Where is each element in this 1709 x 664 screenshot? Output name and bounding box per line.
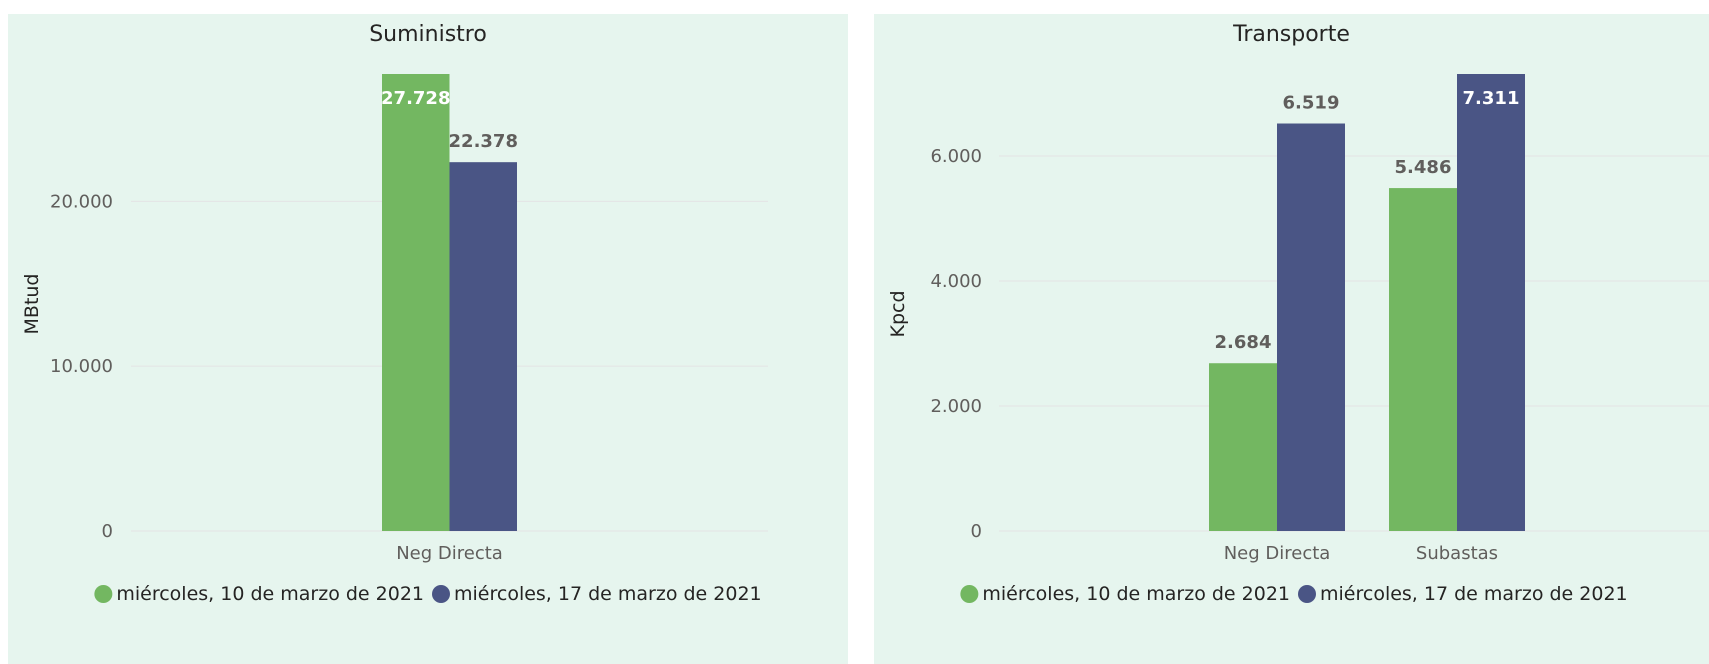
y-tick-label: 2.000 [930, 396, 982, 417]
data-label: 27.728 [381, 88, 450, 109]
y-tick-label: 10.000 [50, 356, 113, 377]
legend-marker [1298, 585, 1316, 603]
chart-suministro: Suministro MBtud 0 10.000 20.000 27.728 22.378… [21, 22, 768, 605]
x-category-label: Neg Directa [1224, 543, 1331, 564]
bar-mar10 [1209, 363, 1277, 531]
legend-marker [960, 585, 979, 603]
x-category-label: Neg Directa [396, 543, 503, 564]
legend-marker [94, 585, 113, 603]
chart-title: Transporte [1232, 22, 1350, 47]
chart-panel-suministro: Suministro MBtud 0 10.000 20.000 27.728 22.378… [8, 14, 848, 664]
legend-marker [432, 585, 450, 603]
legend-label: miércoles, 17 de marzo de 2021 [454, 583, 762, 605]
y-tick-label: 0 [102, 521, 113, 542]
y-tick-label: 6.000 [930, 146, 982, 167]
data-label: 6.519 [1283, 93, 1340, 114]
legend-label: miércoles, 17 de marzo de 2021 [1320, 583, 1628, 605]
y-axis-label: MBtud [21, 274, 43, 335]
bar-mar17 [1457, 74, 1525, 531]
y-tick-label: 4.000 [930, 271, 982, 292]
data-label: 22.378 [449, 131, 518, 152]
chart-transporte: Transporte Kpcd 0 2.000 4.000 6.000 2.684 6.519… [887, 22, 1709, 605]
data-label: 7.311 [1463, 88, 1520, 109]
data-label: 2.684 [1215, 332, 1272, 353]
y-axis-label: Kpcd [887, 290, 909, 337]
legend[interactable]: miércoles, 10 de marzo de 2021 miércoles,… [960, 583, 1628, 605]
y-tick-label: 0 [971, 521, 982, 542]
bar-mar10 [382, 74, 450, 531]
y-tick-label: 20.000 [50, 191, 113, 212]
chart-panel-transporte: Transporte Kpcd 0 2.000 4.000 6.000 2.684 6.519… [874, 14, 1709, 664]
bar-mar17 [449, 162, 517, 531]
legend[interactable]: miércoles, 10 de marzo de 2021 miércoles,… [94, 583, 762, 605]
chart-title: Suministro [369, 22, 487, 47]
bar-mar10 [1389, 188, 1457, 531]
bar-mar17 [1277, 123, 1345, 531]
legend-label: miércoles, 10 de marzo de 2021 [982, 583, 1290, 605]
data-label: 5.486 [1395, 157, 1452, 178]
x-category-label: Subastas [1416, 543, 1498, 564]
legend-label: miércoles, 10 de marzo de 2021 [116, 583, 424, 605]
